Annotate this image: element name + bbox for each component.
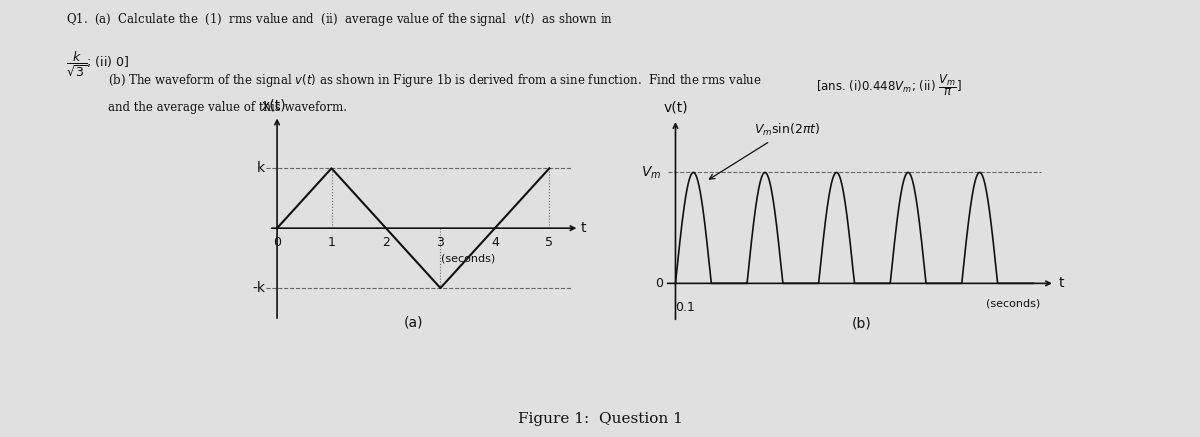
Text: $\dfrac{k}{\sqrt{3}}$; (ii) 0]: $\dfrac{k}{\sqrt{3}}$; (ii) 0] xyxy=(66,50,130,80)
Text: 4: 4 xyxy=(491,236,499,249)
Text: 5: 5 xyxy=(545,236,553,249)
Text: k: k xyxy=(257,161,265,175)
Text: (a): (a) xyxy=(403,316,422,330)
Text: v(t): v(t) xyxy=(664,101,688,115)
Text: 0: 0 xyxy=(274,236,281,249)
Text: -k: -k xyxy=(252,281,265,295)
Text: and the average value of this waveform.: and the average value of this waveform. xyxy=(108,101,347,114)
Text: Figure 1:  Question 1: Figure 1: Question 1 xyxy=(517,412,683,426)
Text: 0: 0 xyxy=(655,277,662,290)
Text: (b) The waveform of the signal $v(t)$ as shown in Figure 1b is derived from a si: (b) The waveform of the signal $v(t)$ as… xyxy=(108,72,762,89)
Text: [ans. (i)$0.448V_m$; (ii) $\dfrac{V_m}{\pi}$]: [ans. (i)$0.448V_m$; (ii) $\dfrac{V_m}{\… xyxy=(816,72,962,98)
Text: $V_m\mathregular{sin}(2\pi t)$: $V_m\mathregular{sin}(2\pi t)$ xyxy=(709,122,821,179)
Text: Q1.  (a)  Calculate the  (1)  rms value and  (ii)  average value of the signal  : Q1. (a) Calculate the (1) rms value and … xyxy=(66,11,613,28)
Text: $V_m$: $V_m$ xyxy=(641,164,661,180)
Text: x(t): x(t) xyxy=(262,99,287,113)
Text: 0.1: 0.1 xyxy=(676,301,695,314)
Text: 2: 2 xyxy=(382,236,390,249)
Text: 3: 3 xyxy=(437,236,444,249)
Text: (seconds): (seconds) xyxy=(440,253,494,264)
Text: t: t xyxy=(1058,276,1064,290)
Text: 1: 1 xyxy=(328,236,336,249)
Text: (b): (b) xyxy=(852,316,871,330)
Text: t: t xyxy=(581,221,587,235)
Text: (seconds): (seconds) xyxy=(986,299,1040,309)
